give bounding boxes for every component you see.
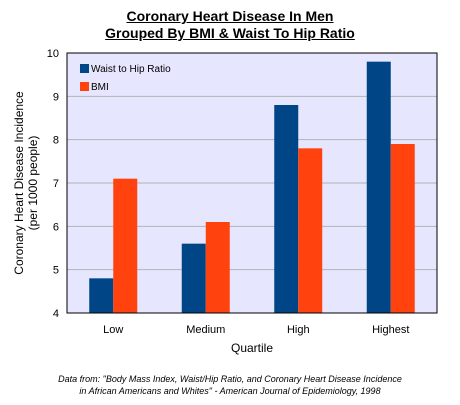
y-tick-label: 6	[53, 221, 59, 233]
x-tick-label: Low	[103, 324, 123, 336]
chart-title-line1: Coronary Heart Disease In Men	[126, 8, 334, 24]
x-axis-label: Quartile	[231, 341, 273, 355]
legend-label-bmi: BMI	[91, 82, 109, 93]
x-tick-label: Medium	[186, 324, 225, 336]
chart-title-line2: Grouped By BMI & Waist To Hip Ratio	[105, 25, 355, 41]
y-tick-label: 7	[53, 178, 59, 190]
source-note-line1: Data from: "Body Mass Index, Waist/Hip R…	[58, 374, 402, 384]
legend-swatch-bmi	[80, 82, 89, 91]
bar-bmi	[113, 178, 138, 313]
x-tick-labels: Low Medium High Highest	[103, 324, 409, 336]
y-tick-label: 4	[53, 308, 59, 320]
y-tick-labels: 4 5 6 7 8 9 10	[47, 48, 59, 320]
y-axis-label-line1: Coronary Heart Disease Incidence	[12, 91, 26, 275]
bar-waist-to-hip-ratio	[274, 105, 299, 313]
bar-bmi	[390, 144, 415, 313]
x-tick-label: Highest	[372, 324, 409, 336]
plot-frame	[66, 52, 438, 314]
bar-bmi	[298, 148, 323, 313]
bars	[89, 61, 415, 313]
y-tick-label: 5	[53, 265, 59, 277]
bar-waist-to-hip-ratio	[181, 243, 206, 313]
y-axis-label-line2: (per 1000 people)	[26, 136, 40, 231]
bar-waist-to-hip-ratio	[366, 61, 391, 313]
y-tick-label: 10	[47, 48, 59, 60]
source-note-line2: in African Americans and Whites" - Ameri…	[79, 386, 381, 396]
legend-label-waist-to-hip-ratio: Waist to Hip Ratio	[91, 64, 171, 75]
y-tick-label: 8	[53, 135, 59, 147]
bar-waist-to-hip-ratio	[89, 278, 114, 313]
legend-swatch-waist-to-hip-ratio	[80, 64, 89, 73]
y-tick-label: 9	[53, 91, 59, 103]
legend: Waist to Hip Ratio BMI	[80, 64, 171, 93]
bar-bmi	[205, 222, 230, 313]
x-tick-label: High	[287, 324, 310, 336]
